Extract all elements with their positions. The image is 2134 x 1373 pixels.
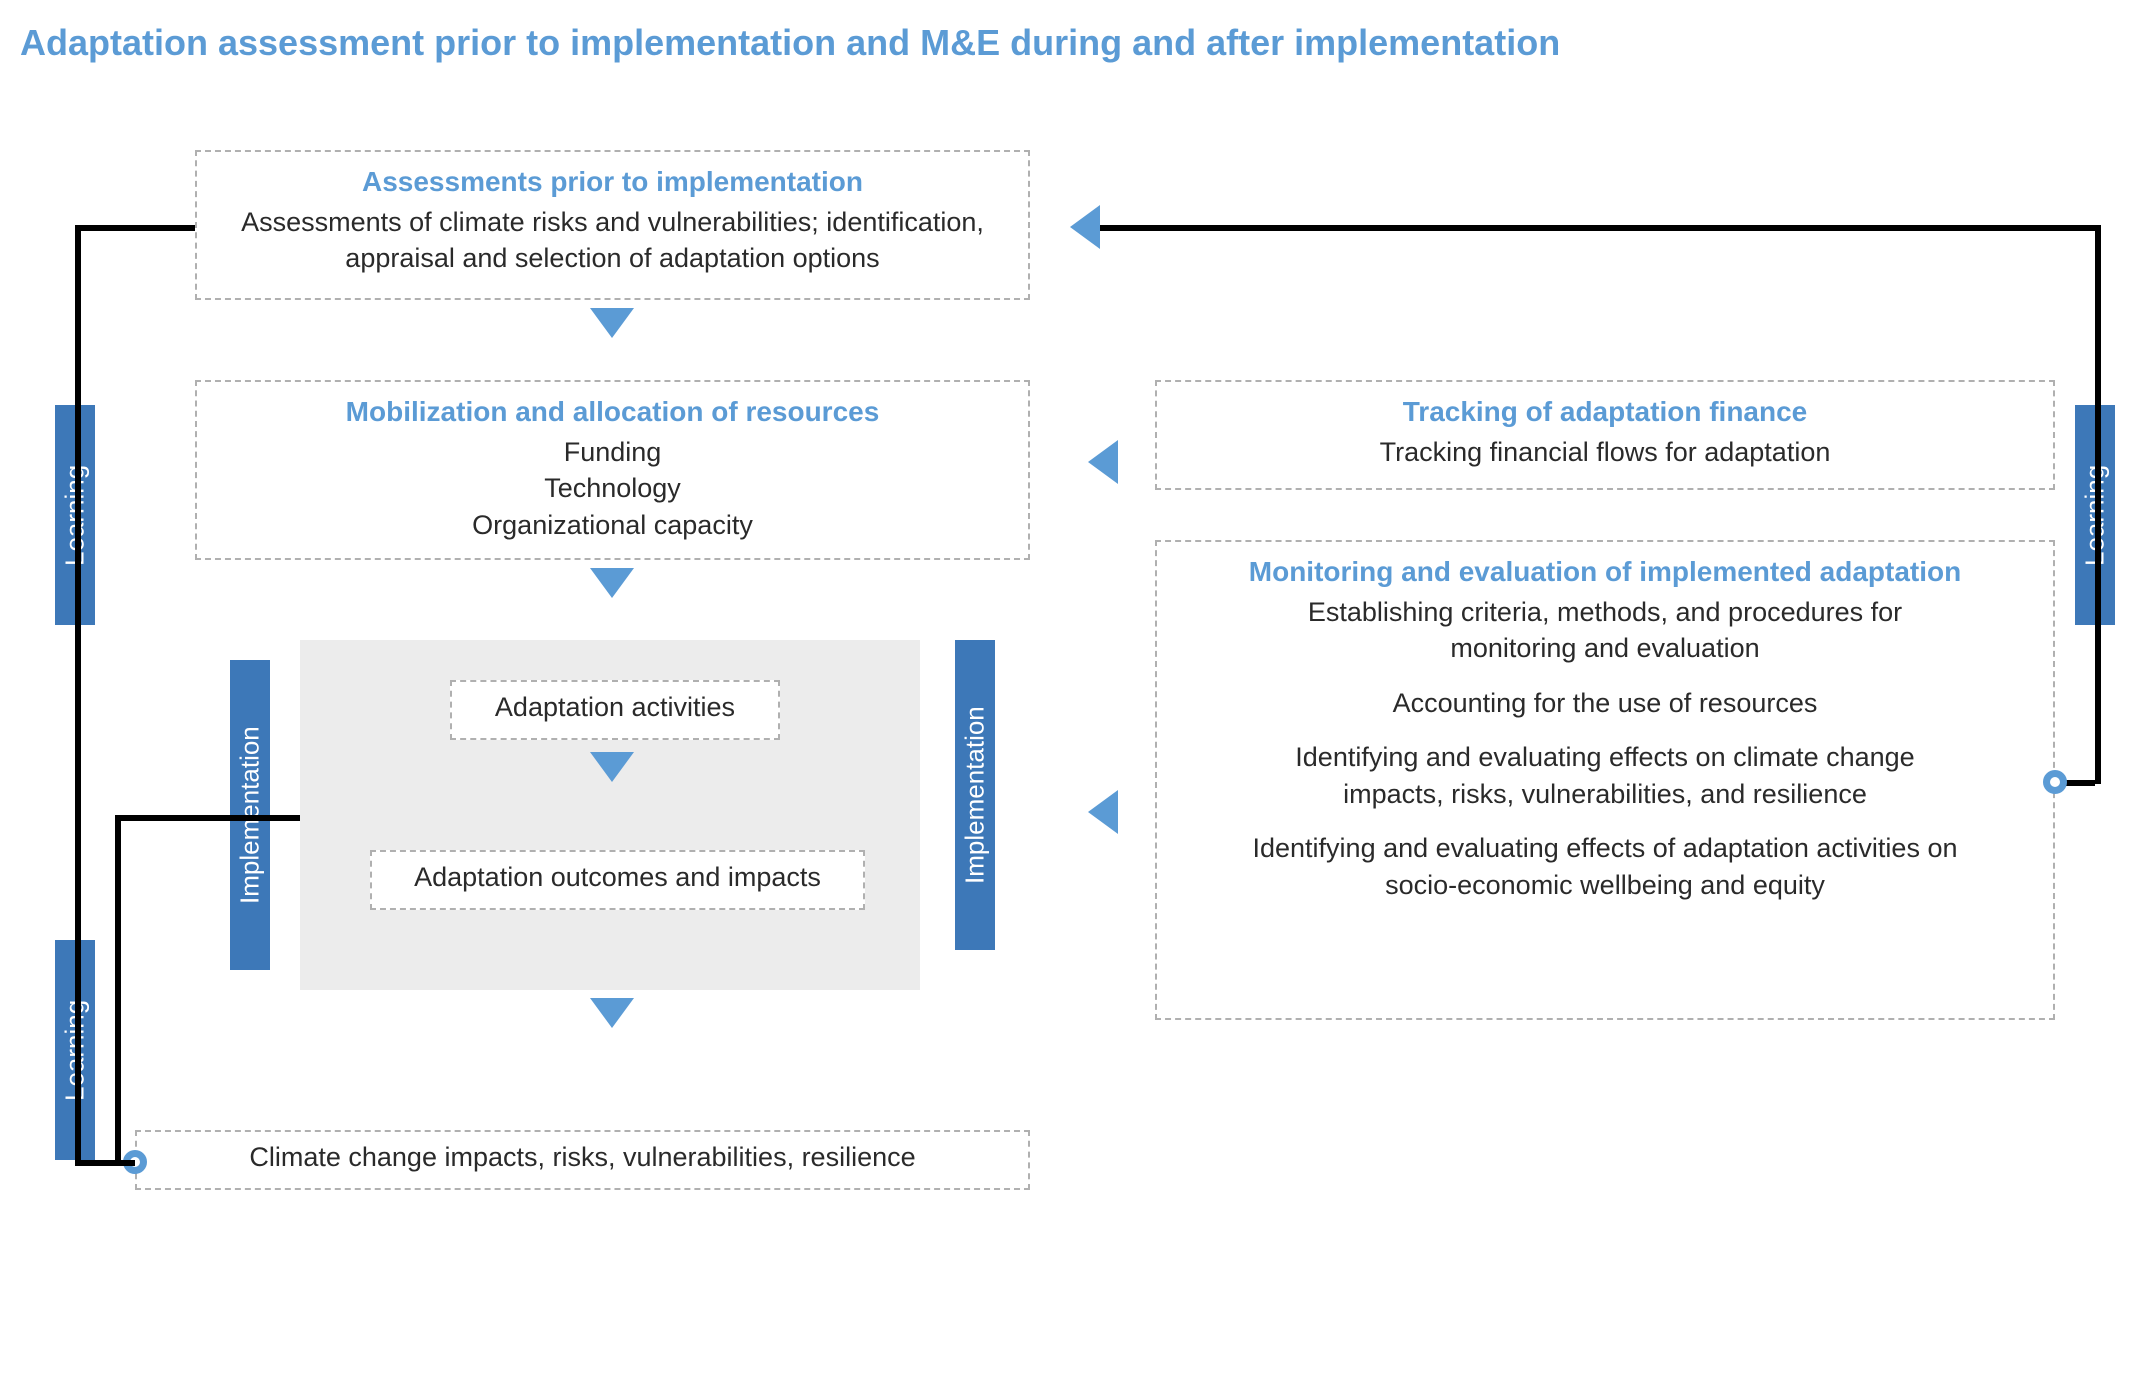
box-assessments: Assessments prior to implementation Asse…: [195, 150, 1030, 300]
arrow-down-icon: [590, 998, 634, 1028]
box-activities: Adaptation activities: [450, 680, 780, 740]
box-outcomes: Adaptation outcomes and impacts: [370, 850, 865, 910]
arrow-left-icon: [1070, 205, 1100, 249]
box-climate-impacts: Climate change impacts, risks, vulnerabi…: [135, 1130, 1030, 1190]
box-mobilization: Mobilization and allocation of resources…: [195, 380, 1030, 560]
box-monitoring-heading: Monitoring and evaluation of implemented…: [1177, 556, 2033, 588]
box-monitoring: Monitoring and evaluation of implemented…: [1155, 540, 2055, 1020]
arrow-down-icon: [590, 308, 634, 338]
box-outcomes-text: Adaptation outcomes and impacts: [414, 862, 821, 892]
arrow-left-icon: [1088, 440, 1118, 484]
arrow-left-icon: [1088, 790, 1118, 834]
box-mobilization-heading: Mobilization and allocation of resources: [217, 396, 1008, 428]
arrow-down-icon: [590, 568, 634, 598]
box-mobilization-body: FundingTechnologyOrganizational capacity: [217, 434, 1008, 543]
page-title: Adaptation assessment prior to implement…: [20, 22, 1560, 64]
box-tracking-body: Tracking financial flows for adaptation: [1177, 434, 2033, 470]
box-climate-impacts-text: Climate change impacts, risks, vulnerabi…: [249, 1142, 915, 1172]
label-implementation-right: Implementation: [955, 640, 995, 950]
box-assessments-heading: Assessments prior to implementation: [217, 166, 1008, 198]
box-tracking: Tracking of adaptation finance Tracking …: [1155, 380, 2055, 490]
box-activities-text: Adaptation activities: [495, 692, 735, 722]
box-assessments-body: Assessments of climate risks and vulnera…: [217, 204, 1008, 277]
box-monitoring-body: Establishing criteria, methods, and proc…: [1177, 594, 2033, 903]
box-tracking-heading: Tracking of adaptation finance: [1177, 396, 2033, 428]
arrow-down-icon: [590, 752, 634, 782]
